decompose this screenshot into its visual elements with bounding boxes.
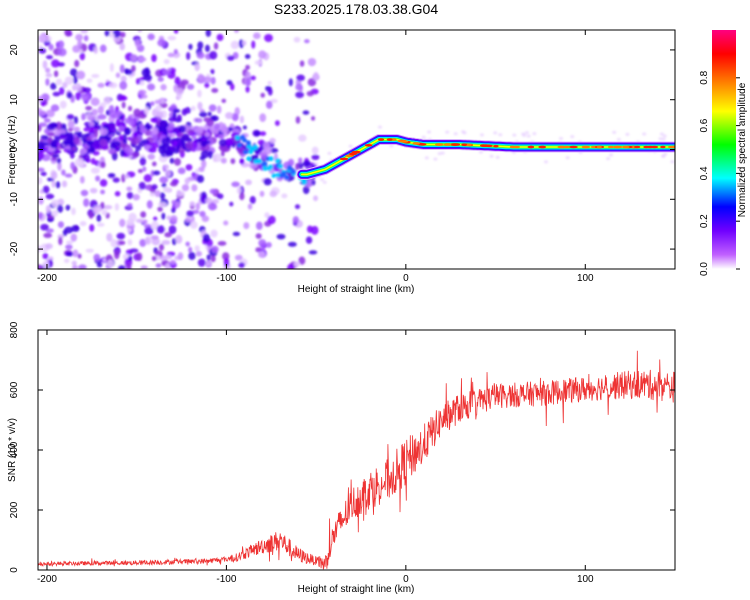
ridge-peak — [634, 145, 641, 149]
colorbar-gradient — [712, 30, 736, 269]
ridge-peak — [364, 143, 373, 147]
y-tick-label: 0 — [9, 567, 20, 573]
colorbar-tick-label: 0.0 — [699, 262, 710, 276]
ridge-peak — [493, 144, 499, 148]
ridge-peak — [607, 145, 614, 149]
ridge-peak — [581, 145, 589, 149]
ridge-peak — [461, 143, 468, 147]
y-tick-label: 600 — [9, 381, 20, 398]
y-tick-label: 200 — [9, 501, 20, 518]
snr-plot-area — [38, 330, 675, 570]
ridge-peak — [596, 145, 603, 149]
colorbar: 0.0 0.2 0.4 0.6 0.8 Normalized spectral ampl… — [699, 30, 748, 276]
ridge-peak — [443, 143, 452, 146]
snr-x-ticks: -200 -100 0 100 — [37, 330, 594, 585]
colorbar-tick-label: 0.8 — [699, 70, 710, 84]
ridge-peak — [434, 143, 444, 146]
spectrogram-ridge — [296, 134, 675, 180]
y-tick-label: 20 — [9, 44, 20, 56]
x-tick-label: 0 — [403, 273, 409, 284]
y-tick-label: 800 — [9, 321, 20, 338]
x-tick-label: -100 — [216, 273, 236, 284]
snr-series-line — [38, 350, 675, 570]
snr-x-axis-label: Height of straight line (km) — [298, 584, 415, 595]
ridge-peak — [668, 145, 675, 149]
colorbar-tick-label: 0.4 — [699, 166, 710, 180]
colorbar-tick-label: 0.2 — [699, 214, 710, 228]
ridge-peak — [450, 143, 458, 146]
spectrogram-speckle — [38, 30, 675, 269]
ridge-peak — [377, 138, 385, 141]
colorbar-ticks: 0.0 0.2 0.4 0.6 0.8 — [699, 70, 740, 276]
colorbar-label: Normalized spectral amplitude — [737, 82, 748, 217]
ridge-peak — [339, 157, 349, 161]
y-tick-label: -20 — [9, 241, 20, 256]
ridge-peak — [528, 145, 535, 149]
ridge-peak — [386, 138, 393, 141]
ridge-peak — [613, 145, 623, 149]
snr-y-axis-label: SNR (10 * v/v) — [7, 418, 18, 482]
ridge-peak — [569, 145, 578, 149]
spectrogram-x-ticks: -200 -100 0 100 — [37, 30, 594, 284]
ridge-peak — [349, 152, 356, 156]
ridge-peak — [417, 142, 427, 146]
x-tick-label: 100 — [577, 273, 594, 284]
snr-y-ticks: 0 200 400 600 800 — [9, 321, 675, 573]
ridge-peak — [622, 145, 630, 149]
y-tick-label: 10 — [9, 94, 20, 106]
spectrogram-x-axis-label: Height of straight line (km) — [298, 284, 415, 295]
spectrogram-y-axis-label: Frequency (Hz) — [7, 116, 18, 185]
colorbar-tick-label: 0.6 — [699, 118, 710, 132]
y-tick-label: 400 — [9, 441, 20, 458]
ridge-peak — [483, 144, 489, 148]
ridge-peak — [509, 145, 516, 149]
y-tick-label: -10 — [9, 192, 20, 207]
x-tick-label: -100 — [216, 574, 236, 585]
spectrogram-y-ticks: 20 10 0 -10 -20 — [9, 44, 675, 256]
x-tick-label: 100 — [577, 574, 594, 585]
ridge-peak — [399, 140, 409, 143]
ridge-peak — [539, 145, 547, 149]
chart-title: S233.2025.178.03.38.G04 — [274, 1, 438, 17]
ridge-peak — [564, 145, 570, 149]
y-tick-label: 0 — [9, 146, 20, 152]
ridge-peak — [643, 145, 650, 149]
ridge-peak — [660, 145, 666, 149]
snr-panel: -200 -100 0 100 0 200 400 600 800 Height of str… — [7, 321, 676, 595]
x-tick-label: 0 — [403, 574, 409, 585]
x-tick-label: -200 — [37, 273, 57, 284]
ridge-peak — [412, 142, 420, 145]
ridge-peak — [351, 150, 361, 154]
ridge-peak — [557, 145, 565, 149]
ridge-peak — [650, 145, 659, 149]
x-tick-label: -200 — [37, 574, 57, 585]
